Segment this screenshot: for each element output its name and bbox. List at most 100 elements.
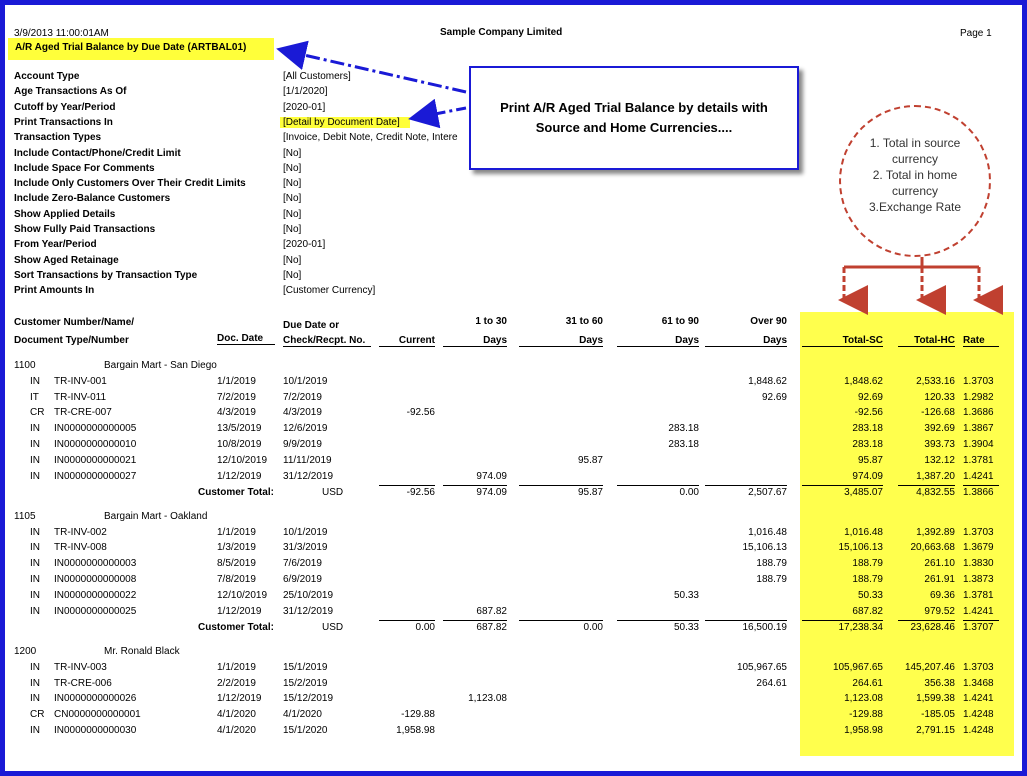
callout-text: Print A/R Aged Trial Balance by details …: [500, 100, 768, 135]
param-value: [No]: [283, 224, 302, 235]
param-label: Include Contact/Phone/Credit Limit: [14, 148, 181, 159]
row-hc: 2,533.16: [916, 376, 955, 387]
row-due: 4/1/2020: [283, 709, 322, 720]
row-date: 12/10/2019: [217, 455, 268, 466]
customer-total-currency: USD: [322, 622, 344, 633]
param-label: Show Aged Retainage: [14, 255, 119, 266]
header-rate: Rate: [963, 335, 999, 347]
customer-total-currency: USD: [322, 487, 344, 498]
total-b2: 0.00: [583, 622, 603, 633]
row-hc: 261.10: [924, 558, 955, 569]
total-hc: 4,832.55: [916, 487, 955, 498]
row-b4: 92.69: [761, 392, 787, 403]
customer-name: Bargain Mart - San Diego: [104, 360, 217, 371]
param-label: Cutoff by Year/Period: [14, 102, 116, 113]
row-sc: 15,106.13: [838, 542, 884, 553]
total-rule: [519, 620, 603, 621]
row-due: 6/9/2019: [283, 574, 322, 585]
row-hc: 393.73: [924, 439, 955, 450]
header-days-3: Days: [617, 335, 699, 347]
row-sc: 1,848.62: [844, 376, 883, 387]
row-due: 31/12/2019: [283, 471, 334, 482]
param-value: [2020-01]: [283, 239, 326, 250]
circle-line: 3.Exchange Rate: [868, 200, 962, 214]
row-date: 1/12/2019: [217, 606, 262, 617]
total-rate: 1.3707: [963, 622, 994, 633]
row-rate: 1.4241: [963, 606, 994, 617]
header-bucket-3: 61 to 90: [661, 316, 699, 327]
row-date: 1/1/2019: [217, 376, 256, 387]
row-doc: TR-CRE-007: [54, 407, 112, 418]
header-customer: Customer Number/Name/: [14, 317, 135, 328]
header-doc-date: Doc. Date: [217, 333, 275, 345]
arrow-to-print-transactions: [408, 98, 467, 129]
row-due: 7/2/2019: [283, 392, 322, 403]
row-type: IN: [30, 558, 40, 569]
header-bucket-4: Over 90: [750, 316, 787, 327]
row-doc: TR-INV-001: [54, 376, 107, 387]
param-value: [All Customers]: [283, 71, 351, 82]
header-check-no: Check/Recpt. No.: [283, 335, 371, 347]
row-b4: 15,106.13: [742, 542, 788, 553]
row-rate: 1.3703: [963, 376, 994, 387]
row-type: IN: [30, 678, 40, 689]
row-rate: 1.3867: [963, 423, 994, 434]
param-value: [2020-01]: [283, 102, 326, 113]
row-hc: 1,387.20: [916, 471, 955, 482]
total-rule: [705, 620, 787, 621]
row-type: CR: [30, 709, 45, 720]
row-hc: 392.69: [924, 423, 955, 434]
row-sc: 283.18: [852, 423, 883, 434]
row-hc: 356.38: [924, 678, 955, 689]
total-rule: [705, 485, 787, 486]
row-doc: TR-INV-002: [54, 527, 107, 538]
row-due: 15/12/2019: [283, 693, 334, 704]
header-days-1: Days: [443, 335, 507, 347]
row-hc: 20,663.68: [910, 542, 956, 553]
row-b2: 95.87: [577, 455, 603, 466]
customer-name: Mr. Ronald Black: [104, 646, 180, 657]
total-b3: 0.00: [679, 487, 699, 498]
param-value: [No]: [283, 255, 302, 266]
row-type: IN: [30, 662, 40, 673]
row-hc: 145,207.46: [904, 662, 955, 673]
row-b1: 687.82: [476, 606, 507, 617]
row-due: 10/1/2019: [283, 376, 328, 387]
customer-total-label: Customer Total:: [198, 487, 274, 498]
row-rate: 1.4241: [963, 693, 994, 704]
total-sc: 3,485.07: [844, 487, 883, 498]
row-doc: TR-INV-003: [54, 662, 107, 673]
row-doc: IN0000000000010: [54, 439, 137, 450]
row-due: 31/3/2019: [283, 542, 328, 553]
row-rate: 1.3468: [963, 678, 994, 689]
param-label: Print Amounts In: [14, 285, 95, 296]
header-bucket-2: 31 to 60: [565, 316, 603, 327]
param-value: [No]: [283, 148, 302, 159]
customer-number: 1105: [14, 511, 36, 522]
row-b4: 264.61: [756, 678, 787, 689]
row-date: 4/1/2020: [217, 709, 256, 720]
row-date: 4/3/2019: [217, 407, 256, 418]
row-date: 1/12/2019: [217, 693, 262, 704]
row-date: 1/12/2019: [217, 471, 262, 482]
param-value: [No]: [283, 163, 302, 174]
row-type: IN: [30, 542, 40, 553]
customer-number: 1200: [14, 646, 37, 657]
annotation-circle-text: 1. Total in source currency 2. Total in …: [852, 135, 978, 215]
row-due: 15/1/2020: [283, 725, 328, 736]
row-sc: 687.82: [852, 606, 883, 617]
row-due: 4/3/2019: [283, 407, 322, 418]
param-label: Show Applied Details: [14, 209, 116, 220]
total-b2: 95.87: [577, 487, 603, 498]
row-doc: TR-CRE-006: [54, 678, 112, 689]
highlighted-totals-column: [800, 312, 1014, 756]
row-rate: 1.3873: [963, 574, 994, 585]
total-hc: 23,628.46: [910, 622, 956, 633]
total-sc: 17,238.34: [838, 622, 884, 633]
row-sc: 1,958.98: [844, 725, 883, 736]
header-days-2: Days: [519, 335, 603, 347]
row-date: 2/2/2019: [217, 678, 256, 689]
param-value: [No]: [283, 178, 302, 189]
row-type: IN: [30, 455, 40, 466]
row-date: 4/1/2020: [217, 725, 256, 736]
